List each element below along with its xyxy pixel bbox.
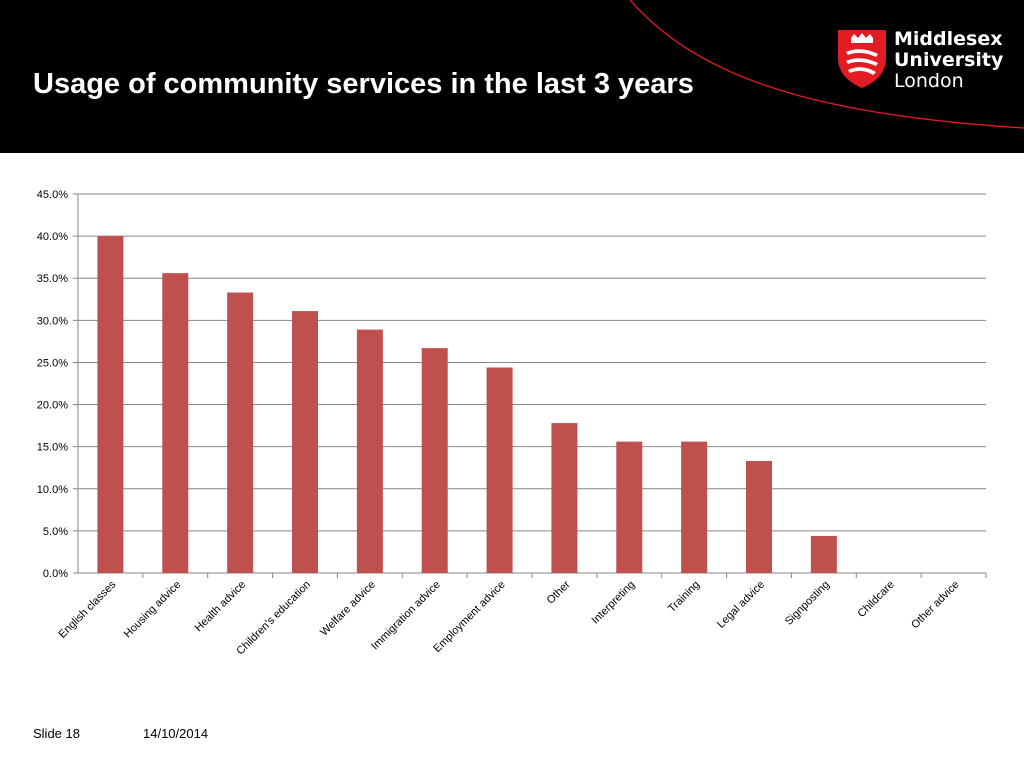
x-tick-label: Health advice bbox=[193, 579, 249, 635]
y-tick-label: 40.0% bbox=[37, 231, 68, 243]
x-tick-label: Training bbox=[666, 579, 702, 615]
x-tick-label: Welfare advice bbox=[318, 579, 378, 639]
y-tick-label: 20.0% bbox=[37, 400, 68, 412]
logo-line-2: University bbox=[894, 49, 1004, 71]
slide-date: 14/10/2014 bbox=[143, 726, 209, 741]
bar bbox=[162, 273, 189, 573]
y-tick-label: 5.0% bbox=[43, 526, 68, 538]
shield-icon bbox=[838, 30, 886, 88]
bar bbox=[421, 348, 448, 573]
y-tick-label: 45.0% bbox=[37, 189, 68, 201]
bar bbox=[486, 367, 513, 573]
bar bbox=[292, 311, 318, 573]
x-tick-label: Employment advice bbox=[431, 579, 507, 655]
y-tick-label: 10.0% bbox=[37, 484, 68, 496]
y-tick-label: 30.0% bbox=[37, 315, 68, 327]
slide-header: Usage of community services in the last … bbox=[0, 0, 1024, 153]
x-tick-label: Children's education bbox=[234, 579, 313, 658]
bar bbox=[97, 236, 124, 573]
bar bbox=[810, 535, 837, 573]
x-tick-label: Legal advice bbox=[715, 579, 767, 631]
bar bbox=[746, 460, 772, 573]
x-tick-label: Housing advice bbox=[122, 579, 184, 641]
bar-chart: 0.0% 5.0% 10.0% 15.0% 20.0% 25.0% 30.0% 35.0% 40… bbox=[37, 189, 987, 658]
y-tick-label: 25.0% bbox=[37, 357, 68, 369]
x-tick-label: English classes bbox=[56, 578, 118, 640]
slide-number: Slide 18 bbox=[33, 726, 80, 741]
y-tick-label: 35.0% bbox=[37, 273, 68, 285]
bar bbox=[551, 423, 578, 573]
logo-line-1: Middlesex bbox=[894, 28, 1003, 50]
x-tick-label: Other advice bbox=[909, 579, 962, 632]
slide-title: Usage of community services in the last … bbox=[33, 68, 694, 100]
x-tick-label: Childcare bbox=[855, 579, 896, 620]
logo-wordmark: Middlesex University London bbox=[894, 29, 1003, 92]
logo-line-3: London bbox=[894, 70, 964, 92]
bar bbox=[681, 441, 708, 573]
bar bbox=[616, 441, 643, 573]
bar bbox=[227, 292, 254, 573]
university-logo: Middlesex University London bbox=[836, 28, 1006, 98]
y-tick-label: 0.0% bbox=[43, 568, 68, 580]
decorative-curve bbox=[629, 0, 1024, 129]
y-tick-label: 15.0% bbox=[37, 442, 68, 454]
x-tick-label: Immigration advice bbox=[369, 579, 443, 653]
x-tick-label: Interpreting bbox=[590, 579, 638, 627]
bar bbox=[356, 329, 383, 573]
x-tick-label: Signposting bbox=[783, 579, 832, 628]
x-tick-label: Other bbox=[545, 578, 573, 606]
